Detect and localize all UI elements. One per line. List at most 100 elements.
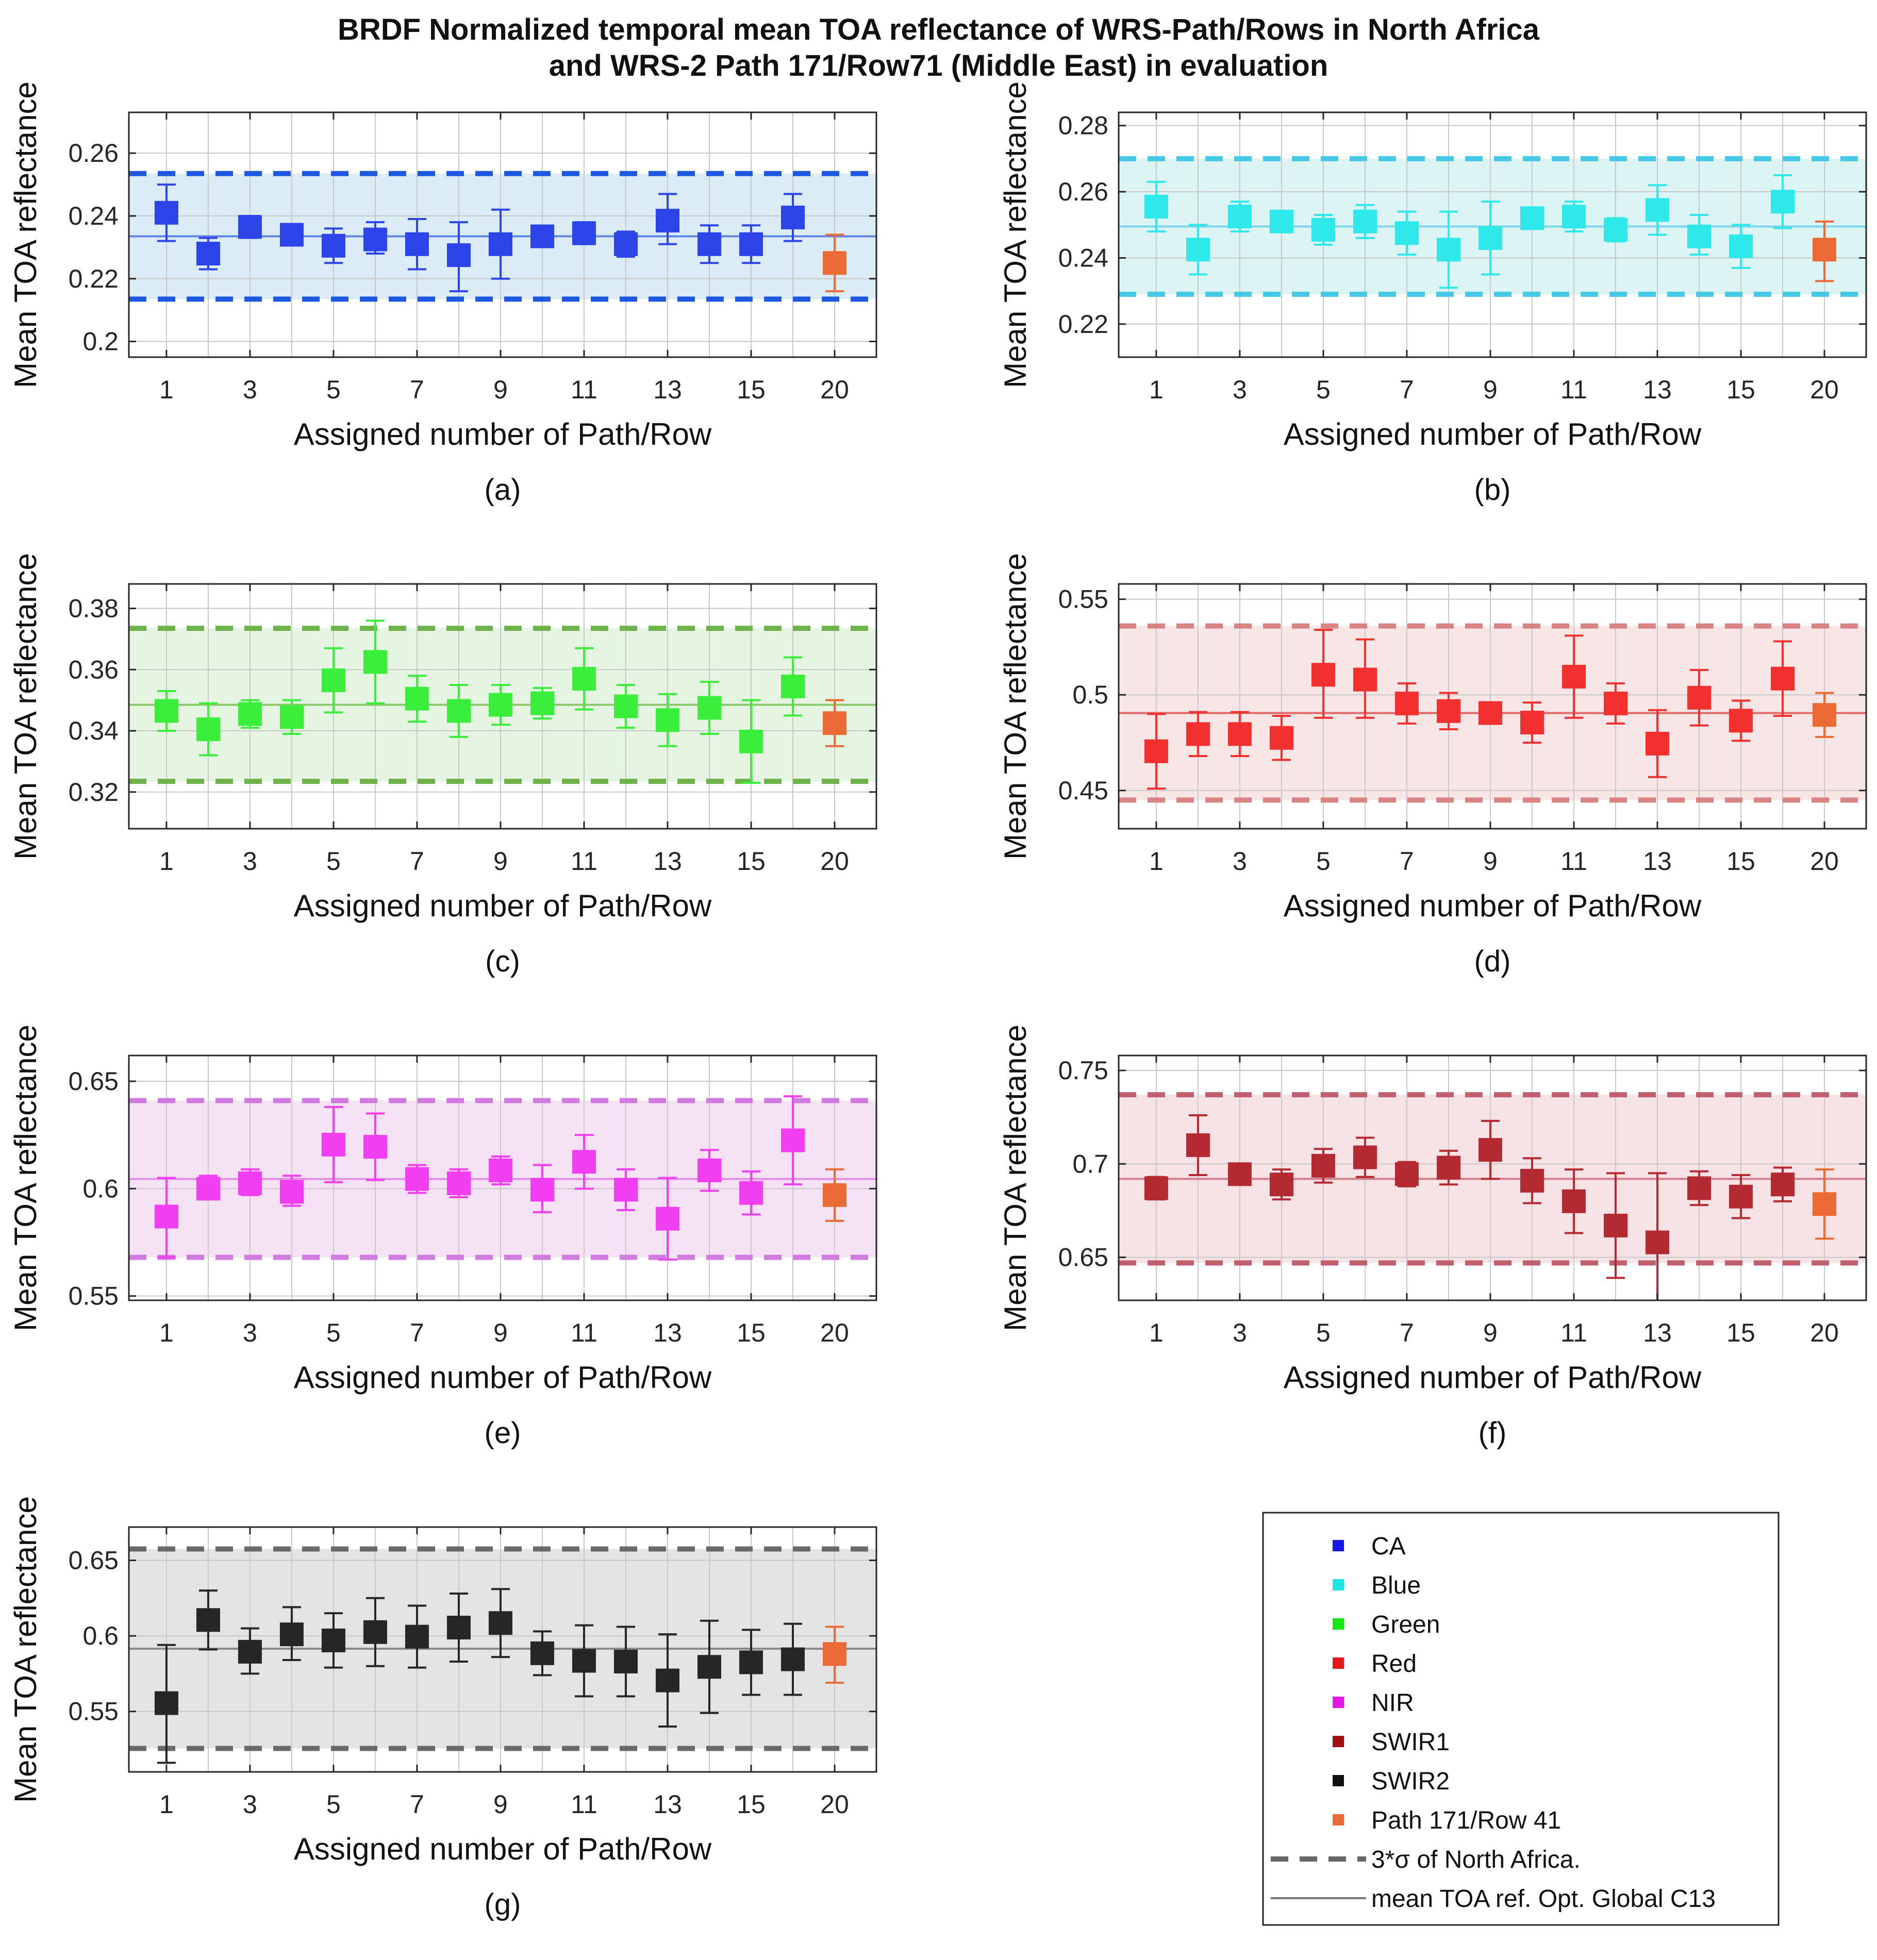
data-point	[1436, 210, 1460, 289]
legend-swatch	[1333, 1657, 1344, 1669]
data-point	[154, 1644, 178, 1764]
legend-swatch	[1333, 1697, 1344, 1708]
evaluation-point	[1812, 692, 1836, 738]
legend-label: Red	[1371, 1650, 1417, 1678]
x-tick-label: 15	[1726, 1318, 1755, 1347]
marker	[1436, 699, 1460, 723]
data-point	[405, 1164, 429, 1194]
y-tick-label: 0.26	[69, 139, 119, 167]
marker	[1770, 666, 1795, 691]
marker	[697, 696, 721, 720]
y-tick-label: 0.65	[69, 1546, 119, 1575]
x-tick-label: 3	[243, 375, 257, 404]
marker	[655, 209, 679, 233]
data-point	[655, 1177, 679, 1261]
axes-frame	[128, 1526, 877, 1773]
x-tick-label: 3	[1233, 1318, 1247, 1347]
data-point	[655, 193, 679, 245]
x-tick-label: 9	[493, 1790, 508, 1819]
marker	[1436, 1155, 1460, 1180]
y-tick-label: 0.24	[69, 202, 119, 230]
data-point	[1186, 1114, 1210, 1177]
data-point	[1562, 200, 1586, 233]
data-point	[279, 1606, 304, 1662]
y-tick-label: 0.7	[1072, 1149, 1108, 1178]
marker	[1144, 194, 1168, 219]
x-tick-label: 13	[1643, 1318, 1672, 1347]
axes-frame	[128, 1054, 877, 1301]
marker	[1770, 190, 1795, 214]
x-axis-label: Assigned number of Path/Row	[294, 417, 712, 451]
y-tick-label: 0.65	[1058, 1243, 1108, 1272]
marker	[1394, 691, 1419, 715]
data-point	[1144, 180, 1168, 233]
x-tick-label: 5	[326, 375, 341, 404]
x-tick-label: 9	[1483, 1318, 1498, 1347]
marker	[1812, 1192, 1836, 1216]
data-point	[1603, 217, 1627, 243]
x-tick-label: 1	[159, 1318, 174, 1347]
data-point	[279, 699, 304, 735]
marker	[488, 693, 512, 717]
x-tick-label: 3	[243, 1790, 257, 1819]
x-axis-label: Assigned number of Path/Row	[294, 889, 712, 923]
marker	[780, 674, 805, 698]
data-point	[1144, 713, 1168, 790]
x-tick-label: 15	[1726, 375, 1755, 404]
y-tick-label: 0.6	[82, 1174, 119, 1203]
marker	[1311, 663, 1335, 687]
data-point	[196, 1175, 220, 1201]
y-tick-label: 0.75	[1058, 1056, 1108, 1085]
data-point	[780, 656, 805, 717]
data-point	[446, 1168, 471, 1198]
data-point	[1645, 1172, 1669, 1300]
y-tick-label: 0.22	[69, 264, 119, 293]
x-tick-label: 7	[410, 375, 424, 404]
marker	[238, 1639, 262, 1664]
marker	[1687, 1176, 1711, 1200]
marker	[530, 691, 554, 715]
data-point	[739, 1629, 763, 1696]
data-point	[572, 221, 596, 245]
x-tick-label: 20	[820, 375, 849, 404]
legend: CA Blue Green Red NIR SWIR1 SWIR2 Path 171/Row …	[1262, 1512, 1780, 1926]
legend-label: mean TOA ref. Opt. Global C13	[1371, 1885, 1716, 1913]
data-point	[1478, 701, 1502, 725]
x-tick-label: 11	[571, 1318, 597, 1347]
x-tick-label: 20	[820, 1790, 849, 1819]
data-point	[739, 699, 763, 784]
data-point	[1770, 174, 1795, 229]
marker	[1227, 1162, 1252, 1186]
x-tick-label: 5	[326, 1790, 341, 1819]
data-point	[321, 227, 345, 264]
data-point	[405, 675, 429, 723]
data-point	[1603, 682, 1627, 725]
marker	[279, 1622, 304, 1647]
marker	[822, 251, 846, 275]
marker	[1645, 731, 1669, 756]
marker	[405, 1167, 429, 1191]
marker	[363, 1620, 387, 1644]
x-tick-label: 11	[571, 1790, 597, 1819]
marker	[530, 1641, 554, 1665]
y-axis-label: Mean TOA reflectance	[8, 81, 43, 388]
x-axis-label: Assigned number of Path/Row	[1284, 1360, 1702, 1395]
marker	[279, 223, 304, 247]
axes-frame	[1118, 111, 1867, 358]
data-point	[1186, 224, 1210, 276]
x-tick-label: 11	[571, 375, 597, 404]
marker	[238, 1171, 262, 1195]
marker	[1603, 217, 1627, 242]
data-point	[1478, 1119, 1502, 1180]
data-point	[530, 1630, 554, 1677]
y-tick-label: 0.24	[1058, 243, 1108, 272]
plot-contents	[1119, 1056, 1866, 1300]
data-point	[238, 214, 262, 239]
marker	[238, 215, 262, 239]
marker	[822, 711, 846, 735]
data-point	[1729, 699, 1753, 742]
